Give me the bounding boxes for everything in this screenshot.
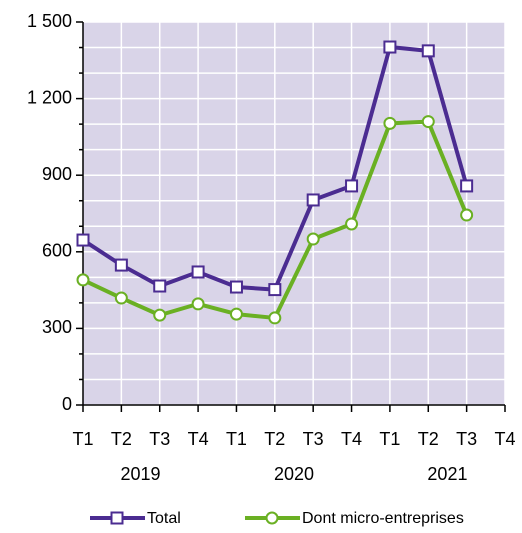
x-tick-label: T3 bbox=[149, 429, 170, 449]
marker bbox=[191, 297, 205, 311]
y-tick-label: 300 bbox=[42, 317, 72, 337]
marker bbox=[229, 280, 243, 294]
y-tick-label: 600 bbox=[42, 241, 72, 261]
plot-area bbox=[83, 22, 505, 405]
year-label: 2020 bbox=[274, 464, 314, 484]
marker bbox=[421, 115, 435, 129]
marker bbox=[153, 279, 167, 293]
marker bbox=[114, 291, 128, 305]
x-tick-label: T2 bbox=[111, 429, 132, 449]
marker bbox=[421, 44, 435, 58]
marker bbox=[460, 208, 474, 222]
x-tick-label: T4 bbox=[341, 429, 362, 449]
x-tick-label: T4 bbox=[494, 429, 515, 449]
marker bbox=[345, 217, 359, 231]
legend-label: Total bbox=[147, 510, 181, 527]
marker bbox=[229, 307, 243, 321]
x-tick-label: T3 bbox=[303, 429, 324, 449]
marker bbox=[114, 258, 128, 272]
marker bbox=[265, 511, 279, 525]
legend-label: Dont micro-entreprises bbox=[302, 510, 464, 527]
marker bbox=[268, 311, 282, 325]
marker bbox=[383, 40, 397, 54]
x-tick-label: T3 bbox=[456, 429, 477, 449]
marker bbox=[76, 273, 90, 287]
marker bbox=[345, 179, 359, 193]
year-label: 2019 bbox=[121, 464, 161, 484]
y-tick-label: 900 bbox=[42, 164, 72, 184]
marker bbox=[153, 308, 167, 322]
marker bbox=[191, 265, 205, 279]
x-tick-label: T2 bbox=[264, 429, 285, 449]
marker bbox=[76, 233, 90, 247]
x-tick-label: T1 bbox=[226, 429, 247, 449]
x-tick-label: T1 bbox=[72, 429, 93, 449]
marker bbox=[460, 179, 474, 193]
marker bbox=[268, 283, 282, 297]
marker bbox=[110, 511, 124, 525]
marker bbox=[306, 193, 320, 207]
y-tick-label: 1 500 bbox=[27, 11, 72, 31]
y-tick-label: 0 bbox=[62, 394, 72, 414]
x-tick-label: T4 bbox=[188, 429, 209, 449]
y-tick-label: 1 200 bbox=[27, 87, 72, 107]
year-label: 2021 bbox=[427, 464, 467, 484]
x-tick-label: T2 bbox=[418, 429, 439, 449]
marker bbox=[306, 232, 320, 246]
marker bbox=[383, 116, 397, 130]
x-tick-label: T1 bbox=[379, 429, 400, 449]
